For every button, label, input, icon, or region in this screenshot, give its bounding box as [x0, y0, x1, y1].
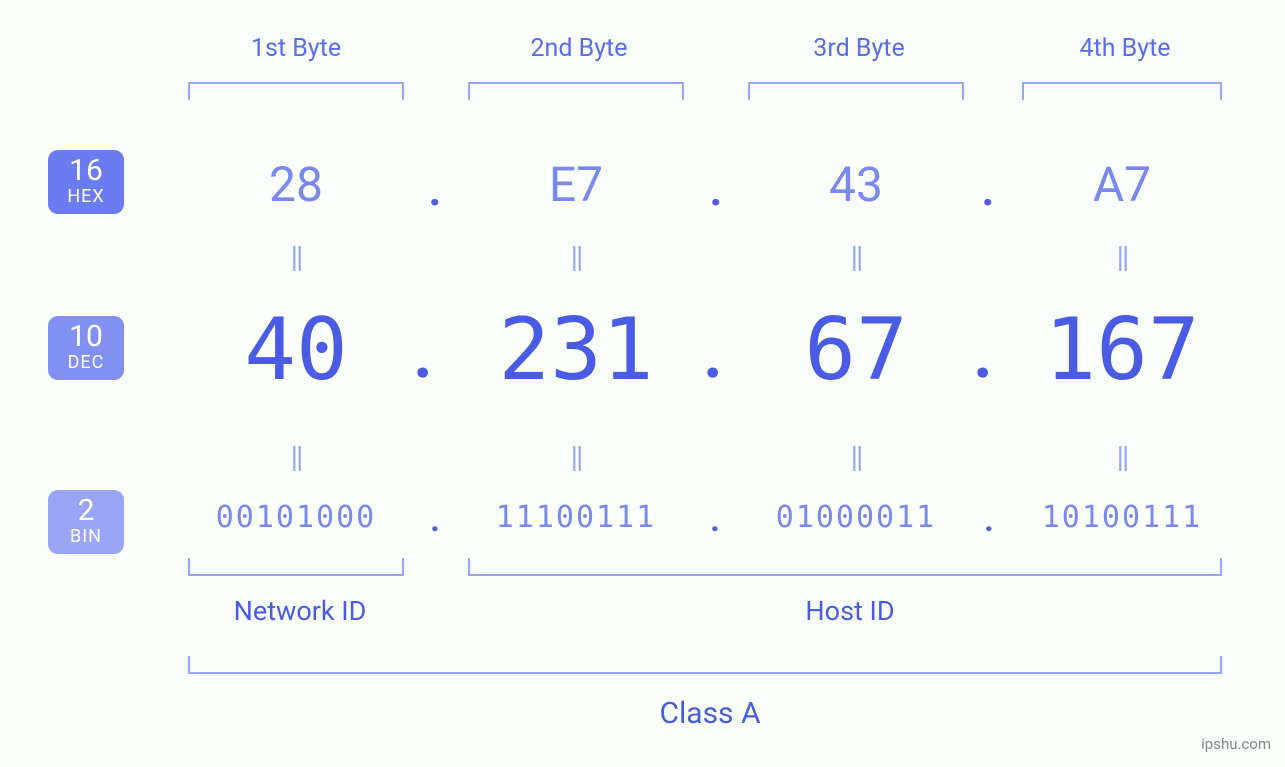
- label-host-id: Host ID: [790, 595, 910, 627]
- dec-val-3: 67: [776, 300, 936, 400]
- bracket-class: [188, 656, 1222, 674]
- bin-val-4: 10100111: [1012, 500, 1232, 535]
- bin-val-1: 00101000: [186, 500, 406, 535]
- byte-label-2: 2nd Byte: [524, 34, 634, 63]
- watermark: ipshu.com: [1201, 735, 1271, 753]
- badge-dec-num: 10: [48, 322, 124, 352]
- bin-val-3: 01000011: [746, 500, 966, 535]
- badge-hex-num: 16: [48, 156, 124, 186]
- hex-val-1: 28: [256, 156, 336, 213]
- dec-val-2: 231: [476, 300, 676, 400]
- ip-diagram: 1st Byte 2nd Byte 3rd Byte 4th Byte 16 H…: [0, 0, 1285, 767]
- badge-bin-num: 2: [48, 496, 124, 526]
- badge-bin: 2 BIN: [48, 490, 124, 554]
- hex-dot-2: .: [706, 160, 726, 217]
- badge-hex-label: HEX: [48, 188, 124, 206]
- label-network-id: Network ID: [220, 595, 380, 627]
- hex-dot-3: .: [978, 160, 998, 217]
- eq-1-4: ||: [1112, 240, 1132, 275]
- bin-dot-1: .: [424, 498, 446, 540]
- eq-2-2: ||: [566, 440, 586, 475]
- bin-dot-2: .: [704, 498, 726, 540]
- bin-dot-3: .: [978, 498, 1000, 540]
- badge-dec-label: DEC: [48, 354, 124, 372]
- hex-dot-1: .: [425, 160, 445, 217]
- bracket-byte-3: [748, 82, 964, 100]
- bracket-byte-4: [1022, 82, 1222, 100]
- label-class: Class A: [650, 696, 770, 731]
- badge-dec: 10 DEC: [48, 316, 124, 380]
- byte-label-4: 4th Byte: [1070, 34, 1180, 63]
- bracket-byte-2: [468, 82, 684, 100]
- hex-val-2: E7: [536, 156, 616, 213]
- bracket-network: [188, 558, 404, 576]
- eq-1-2: ||: [566, 240, 586, 275]
- dec-val-1: 40: [216, 300, 376, 400]
- dec-val-4: 167: [1022, 300, 1222, 400]
- byte-label-1: 1st Byte: [246, 34, 346, 63]
- byte-label-3: 3rd Byte: [804, 34, 914, 63]
- bracket-host: [468, 558, 1222, 576]
- dec-dot-1: .: [408, 310, 438, 395]
- eq-2-3: ||: [846, 440, 866, 475]
- badge-bin-label: BIN: [48, 528, 124, 546]
- bin-val-2: 11100111: [466, 500, 686, 535]
- hex-val-4: A7: [1082, 156, 1162, 213]
- badge-hex: 16 HEX: [48, 150, 124, 214]
- eq-2-4: ||: [1112, 440, 1132, 475]
- eq-1-3: ||: [846, 240, 866, 275]
- eq-2-1: ||: [286, 440, 306, 475]
- bracket-byte-1: [188, 82, 404, 100]
- dec-dot-3: .: [968, 310, 998, 395]
- eq-1-1: ||: [286, 240, 306, 275]
- dec-dot-2: .: [698, 310, 728, 395]
- hex-val-3: 43: [816, 156, 896, 213]
